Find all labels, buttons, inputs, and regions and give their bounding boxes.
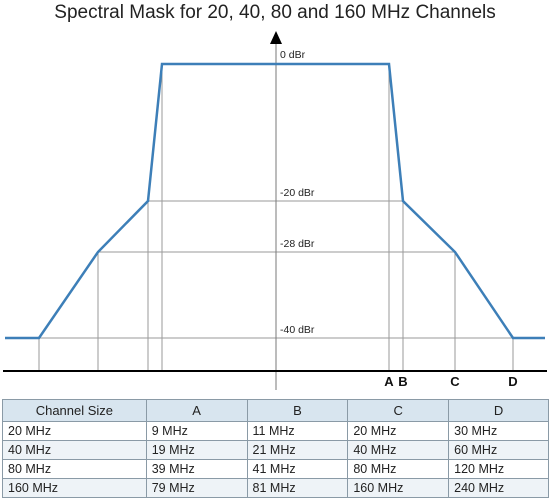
point-label-a: A	[384, 374, 394, 389]
level-label-40dbr: -40 dBr	[280, 324, 315, 336]
table-row: 80 MHz 39 MHz 41 MHz 80 MHz 120 MHz	[2, 459, 549, 479]
cell-b: 81 MHz	[246, 478, 349, 498]
cell-b: 11 MHz	[246, 421, 349, 441]
table-row: 160 MHz 79 MHz 81 MHz 160 MHz 240 MHz	[2, 478, 549, 498]
axis-arrow-icon	[270, 31, 282, 44]
cell-c: 20 MHz	[347, 421, 450, 441]
cell-channel-size: 40 MHz	[2, 440, 147, 460]
header-b: B	[246, 399, 349, 422]
cell-d: 60 MHz	[448, 440, 549, 460]
table-row: 20 MHz 9 MHz 11 MHz 20 MHz 30 MHz	[2, 421, 549, 441]
header-c: C	[347, 399, 450, 422]
level-label-20dbr: -20 dBr	[280, 187, 315, 199]
spectral-mask-diagram: 0 dBr -20 dBr -28 dBr -40 dBr A B C D	[3, 31, 547, 390]
cell-b: 41 MHz	[246, 459, 349, 479]
reference-lines	[5, 64, 545, 370]
cell-channel-size: 20 MHz	[2, 421, 147, 441]
point-label-d: D	[508, 374, 517, 389]
cell-channel-size: 160 MHz	[2, 478, 147, 498]
cell-channel-size: 80 MHz	[2, 459, 147, 479]
cell-c: 40 MHz	[347, 440, 450, 460]
spectral-mask-line	[5, 62, 545, 340]
diagram-title: Spectral Mask for 20, 40, 80 and 160 MHz…	[54, 2, 496, 23]
cell-a: 39 MHz	[145, 459, 248, 479]
cell-a: 79 MHz	[145, 478, 248, 498]
cell-c: 80 MHz	[347, 459, 450, 479]
point-label-b: B	[398, 374, 407, 389]
header-d: D	[448, 399, 549, 422]
cell-a: 9 MHz	[145, 421, 248, 441]
level-label-28dbr: -28 dBr	[280, 238, 315, 250]
cell-d: 240 MHz	[448, 478, 549, 498]
cell-d: 30 MHz	[448, 421, 549, 441]
cell-d: 120 MHz	[448, 459, 549, 479]
table-header-row: Channel Size A B C D	[2, 399, 549, 422]
header-a: A	[145, 399, 248, 422]
cell-a: 19 MHz	[145, 440, 248, 460]
header-channel-size: Channel Size	[2, 399, 147, 422]
table-row: 40 MHz 19 MHz 21 MHz 40 MHz 60 MHz	[2, 440, 549, 460]
level-label-0dbr: 0 dBr	[280, 49, 306, 61]
cell-b: 21 MHz	[246, 440, 349, 460]
channel-size-table: Channel Size A B C D 20 MHz 9 MHz 11 MHz…	[2, 399, 549, 498]
point-label-c: C	[450, 374, 460, 389]
cell-c: 160 MHz	[347, 478, 450, 498]
